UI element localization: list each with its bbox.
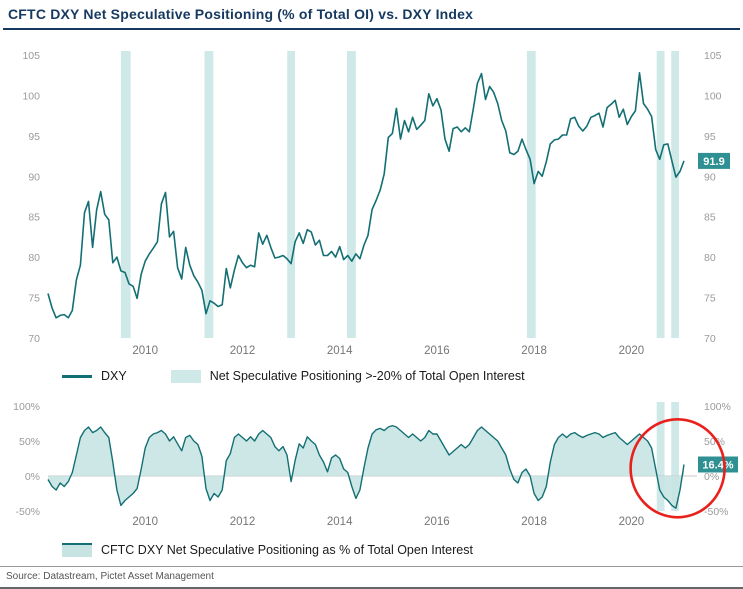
svg-text:2020: 2020 xyxy=(619,345,645,357)
svg-text:-50%: -50% xyxy=(15,506,40,518)
svg-text:2012: 2012 xyxy=(230,516,256,528)
svg-text:100: 100 xyxy=(22,90,40,102)
svg-text:50%: 50% xyxy=(19,436,40,448)
legend-bottom: CFTC DXY Net Speculative Positioning as … xyxy=(62,543,473,557)
svg-text:75: 75 xyxy=(704,293,716,305)
svg-text:80: 80 xyxy=(704,252,716,264)
dxy-index-chart: 105 105 100 100 95 95 90 90 85 85 80 80 75 75 70 70 2010… xyxy=(22,50,730,357)
svg-text:2016: 2016 xyxy=(424,516,450,528)
svg-text:0%: 0% xyxy=(25,471,40,483)
band-legend-label: Net Speculative Positioning >-20% of Tot… xyxy=(209,369,525,383)
svg-text:95: 95 xyxy=(28,131,40,143)
svg-text:2018: 2018 xyxy=(521,516,547,528)
svg-text:85: 85 xyxy=(704,212,716,224)
svg-text:85: 85 xyxy=(28,212,40,224)
positioning-legend-label: CFTC DXY Net Speculative Positioning as … xyxy=(101,543,473,557)
svg-text:2016: 2016 xyxy=(424,345,450,357)
svg-text:91.9: 91.9 xyxy=(703,156,724,168)
svg-text:-50%: -50% xyxy=(704,506,729,518)
svg-text:100: 100 xyxy=(704,90,722,102)
svg-text:70: 70 xyxy=(28,333,40,345)
positioning-area-swatch xyxy=(62,543,92,557)
svg-text:2014: 2014 xyxy=(327,516,353,528)
svg-text:105: 105 xyxy=(704,50,722,62)
svg-text:2012: 2012 xyxy=(230,345,256,357)
svg-text:2014: 2014 xyxy=(327,345,353,357)
svg-text:2010: 2010 xyxy=(132,345,158,357)
svg-text:95: 95 xyxy=(704,131,716,143)
svg-text:100%: 100% xyxy=(704,401,731,413)
band-swatch xyxy=(170,369,201,383)
svg-text:80: 80 xyxy=(28,252,40,264)
title-rule xyxy=(3,28,740,30)
svg-text:0%: 0% xyxy=(704,471,719,483)
svg-text:105: 105 xyxy=(22,50,40,62)
svg-text:100%: 100% xyxy=(13,401,40,413)
net-positioning-chart: 100% 100%50% 50%0% 0%-50% -50%2010 2012 2014 20… xyxy=(13,401,738,528)
page-title: CFTC DXY Net Speculative Positioning (% … xyxy=(8,6,474,22)
svg-text:90: 90 xyxy=(704,171,716,183)
dxy-line-swatch xyxy=(62,374,92,378)
svg-text:70: 70 xyxy=(704,333,716,345)
svg-text:2010: 2010 xyxy=(132,516,158,528)
svg-text:16.4%: 16.4% xyxy=(702,460,733,472)
svg-text:2020: 2020 xyxy=(619,516,645,528)
svg-text:90: 90 xyxy=(28,171,40,183)
svg-text:2018: 2018 xyxy=(521,345,547,357)
svg-text:75: 75 xyxy=(28,293,40,305)
source-note: Source: Datastream, Pictet Asset Managem… xyxy=(0,566,743,589)
legend-top: DXY Net Speculative Positioning >-20% of… xyxy=(62,369,525,383)
dxy-legend-label: DXY xyxy=(101,369,127,383)
